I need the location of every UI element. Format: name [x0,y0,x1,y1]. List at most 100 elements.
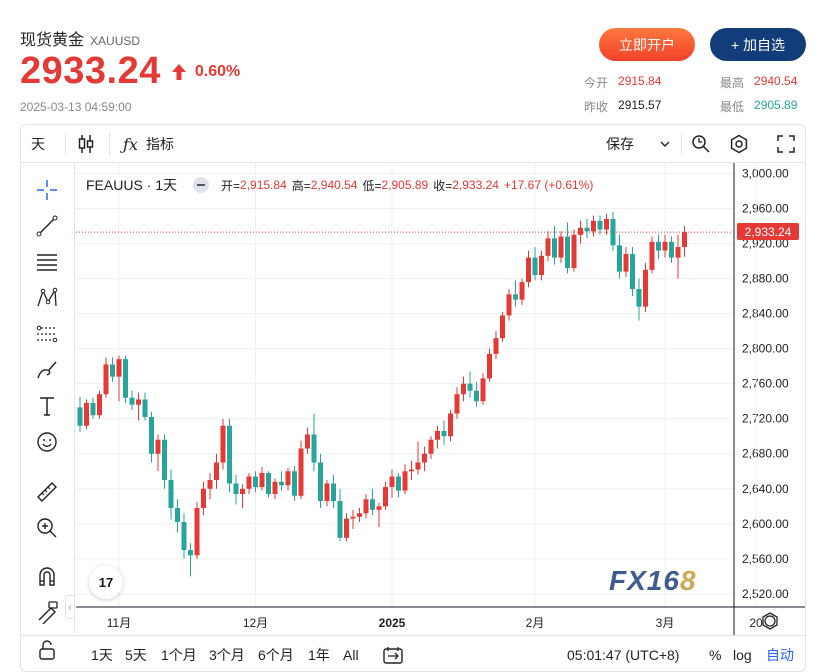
legend-open-label: 开= [221,178,241,193]
open-account-button[interactable]: 立即开户 [599,28,695,61]
candle-body [240,488,245,495]
change-percent: 0.60% [194,62,241,80]
range-button[interactable]: 5天 [125,647,147,663]
range-button[interactable]: 1个月 [161,647,197,663]
arrow-up-icon [171,63,186,80]
candle-body [123,359,128,398]
candle-body [129,397,135,405]
brush-icon[interactable] [34,357,60,383]
emoji-icon[interactable] [34,429,60,455]
log-toggle[interactable]: log [733,647,752,663]
candle-body [103,364,109,395]
crosshair-icon[interactable] [34,177,60,203]
candle-body [259,473,265,488]
chart-legend: FEAUUS · 1天 开= 2,915.84 高= 2,940.54 低= 2… [86,175,593,195]
candle-body [591,220,596,232]
text-tool-icon[interactable] [34,393,60,419]
collapse-toolbar-button[interactable]: ‹ [65,595,75,619]
chart-panel: 天 ƒx 指标 保存 [20,124,806,672]
candle-body [149,416,154,454]
date-range-icon[interactable] [383,636,403,671]
trend-line-icon[interactable] [34,213,60,239]
candle-body [623,254,629,272]
candle-body [649,241,655,270]
ruler-icon[interactable] [34,479,60,505]
interval-selector[interactable]: 天 [31,136,45,152]
y-tick-label: 2,880.00 [742,272,789,286]
unlock-icon[interactable] [34,637,60,663]
candle-body [389,476,395,488]
candle-body [441,430,447,437]
candle-body [357,513,362,517]
legend-open: 2,915.84 [240,178,287,192]
y-tick-label: 2,960.00 [742,202,789,216]
y-tick-label: 2,840.00 [742,307,789,321]
zoom-in-icon[interactable] [34,515,60,541]
function-icon: ƒx [123,134,138,154]
range-button[interactable]: 6个月 [258,647,294,663]
range-button[interactable]: All [343,647,359,663]
range-button[interactable]: 1年 [308,647,330,663]
candle-body [97,394,102,416]
candle-body [539,255,544,276]
magnet-icon[interactable] [34,563,60,589]
candle-body [513,294,518,300]
stat-label: 最高 [720,76,745,90]
indicators-button[interactable]: ƒx 指标 [123,125,174,163]
y-tick-label: 2,760.00 [742,377,789,391]
quote-time: 2025-03-13 04:59:00 [20,100,132,114]
stat-value: 2940.54 [754,74,798,88]
candle-body [487,353,492,379]
candle-body [220,425,226,463]
candle-body [324,483,330,502]
candle-body [448,413,453,437]
candle-body [363,499,369,514]
candle-body [435,430,440,440]
stat-low: 最低 2905.89 [720,98,797,115]
candle-body [428,439,434,454]
candle-body [168,480,174,509]
candle-body [266,473,271,495]
fullscreen-icon[interactable] [777,125,795,163]
auto-scale-toggle[interactable]: 自动 [766,647,794,663]
range-button[interactable]: 1天 [91,647,113,663]
x-tick-label: 3月 [656,616,675,630]
add-watchlist-button[interactable]: + 加自选 [710,28,806,61]
candle-body [565,236,570,269]
legend-high: 2,940.54 [310,178,358,192]
range-button[interactable]: 3个月 [209,647,245,663]
candle-body [584,227,590,232]
candle-body [480,378,486,402]
candle-body [506,294,512,316]
x-tick-label: 2025 [379,616,406,630]
fib-lines-icon[interactable] [34,249,60,275]
percent-toggle[interactable]: % [709,647,722,663]
candle-body [227,425,232,484]
price-chart[interactable]: 3,000.00 2,960.00 2,920.00 2,880.00 2,840.00… [21,125,806,635]
clock-time[interactable]: 05:01:47 (UTC+8) [567,647,680,663]
legend-close-label: 收= [433,178,453,193]
candle-body [519,282,525,300]
y-tick-label: 2,920.00 [742,237,789,251]
candle-body [311,434,317,463]
tradingview-logo[interactable]: 17 [89,565,123,599]
candle-body [669,241,674,258]
quick-search-icon[interactable] [691,125,711,163]
save-button[interactable]: 保存 [606,125,670,163]
candle-body [383,487,388,507]
lock-drawing-icon[interactable] [34,599,60,625]
stat-value: 2915.84 [618,74,662,88]
settings-icon[interactable] [729,125,749,163]
projection-icon[interactable] [34,321,60,347]
pattern-icon[interactable] [34,285,60,311]
hide-series-icon[interactable] [193,177,210,193]
candle-body [331,483,336,502]
candle-body [246,476,252,489]
candle-body [77,407,83,426]
candle-type-icon[interactable] [77,125,95,163]
watermark-text-accent: 8 [679,565,697,596]
legend-symbol: FEAUUS · 1天 [86,177,178,193]
candle-body [422,453,427,463]
candle-body [604,219,609,230]
y-tick-label: 2,720.00 [742,412,789,426]
